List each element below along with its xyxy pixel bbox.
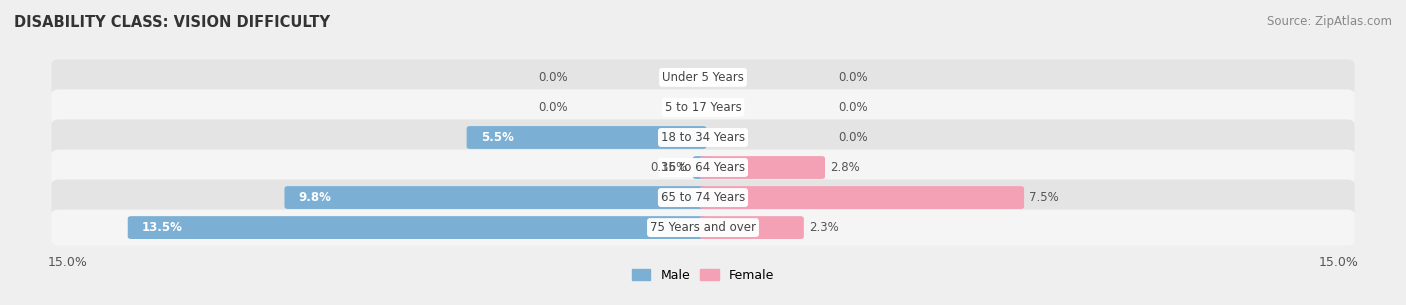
FancyBboxPatch shape	[700, 156, 825, 179]
Text: 7.5%: 7.5%	[1029, 191, 1059, 204]
FancyBboxPatch shape	[52, 89, 1354, 125]
Text: 65 to 74 Years: 65 to 74 Years	[661, 191, 745, 204]
FancyBboxPatch shape	[284, 186, 706, 209]
Text: DISABILITY CLASS: VISION DIFFICULTY: DISABILITY CLASS: VISION DIFFICULTY	[14, 15, 330, 30]
Text: 2.3%: 2.3%	[808, 221, 838, 234]
FancyBboxPatch shape	[52, 180, 1354, 216]
Text: 2.8%: 2.8%	[830, 161, 860, 174]
FancyBboxPatch shape	[52, 149, 1354, 185]
Text: 0.0%: 0.0%	[838, 101, 868, 114]
Text: 0.0%: 0.0%	[538, 71, 568, 84]
FancyBboxPatch shape	[700, 186, 1024, 209]
Text: Under 5 Years: Under 5 Years	[662, 71, 744, 84]
Text: 35 to 64 Years: 35 to 64 Years	[661, 161, 745, 174]
Text: 13.5%: 13.5%	[142, 221, 183, 234]
Text: 5.5%: 5.5%	[481, 131, 513, 144]
Text: Source: ZipAtlas.com: Source: ZipAtlas.com	[1267, 15, 1392, 28]
Text: 9.8%: 9.8%	[298, 191, 332, 204]
Text: 18 to 34 Years: 18 to 34 Years	[661, 131, 745, 144]
Text: 0.0%: 0.0%	[838, 71, 868, 84]
FancyBboxPatch shape	[52, 59, 1354, 95]
Text: 5 to 17 Years: 5 to 17 Years	[665, 101, 741, 114]
FancyBboxPatch shape	[52, 210, 1354, 246]
FancyBboxPatch shape	[700, 216, 804, 239]
FancyBboxPatch shape	[128, 216, 706, 239]
FancyBboxPatch shape	[52, 120, 1354, 156]
Text: 0.0%: 0.0%	[538, 101, 568, 114]
Text: 75 Years and over: 75 Years and over	[650, 221, 756, 234]
Legend: Male, Female: Male, Female	[627, 264, 779, 287]
FancyBboxPatch shape	[467, 126, 706, 149]
Text: 0.0%: 0.0%	[838, 131, 868, 144]
FancyBboxPatch shape	[693, 156, 706, 179]
Text: 0.16%: 0.16%	[651, 161, 688, 174]
